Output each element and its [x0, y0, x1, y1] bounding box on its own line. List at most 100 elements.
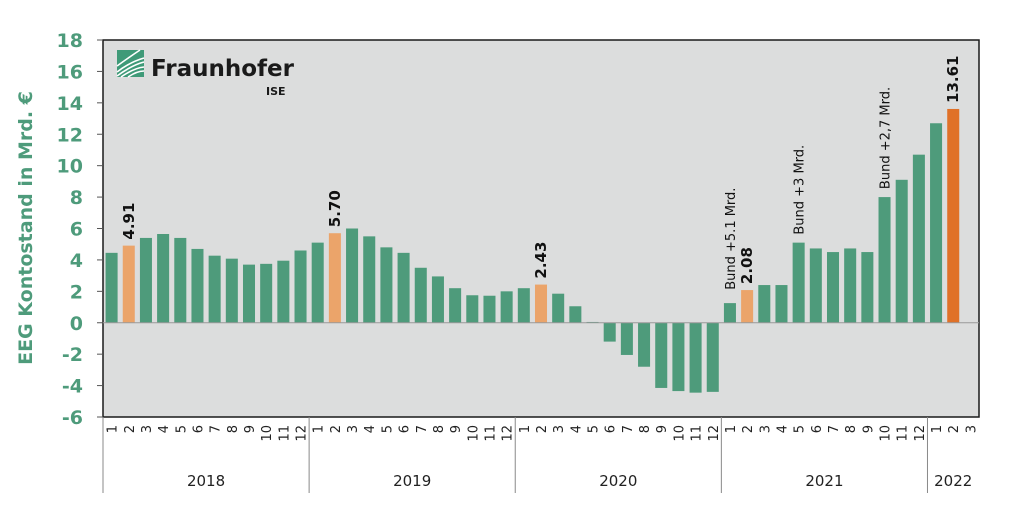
y-tick-label: -2: [62, 344, 83, 366]
bar-2019-6: [397, 252, 410, 323]
x-tick-label: 5: [174, 425, 189, 433]
bar-2021-11: [895, 179, 908, 323]
x-tick-label: 7: [827, 425, 842, 433]
logo-wordmark: Fraunhofer: [151, 56, 295, 82]
x-tick-label: 9: [449, 425, 464, 433]
x-tick-label: 6: [191, 425, 206, 433]
x-tick-label: 1: [724, 425, 739, 433]
x-tick-label: 7: [415, 425, 430, 433]
bar-2022-1: [930, 123, 943, 323]
x-tick-label: 8: [844, 425, 859, 433]
bar-2018-8: [225, 258, 238, 323]
bar-2020-7: [620, 322, 633, 355]
year-label-2019: 2019: [393, 472, 431, 490]
x-tick-label: 6: [810, 425, 825, 433]
bar-2018-10: [260, 263, 273, 323]
annotation-2021-10: Bund +2,7 Mrd.: [879, 87, 894, 189]
x-tick-label: 4: [775, 425, 790, 433]
bar-2019-2: [328, 233, 341, 323]
x-tick-label: 7: [621, 425, 636, 433]
x-tick-label: 8: [226, 425, 241, 433]
bar-2021-1: [723, 303, 736, 323]
x-tick-label: 10: [466, 425, 481, 442]
bar-2022-2: [947, 108, 960, 323]
x-tick-label: 3: [758, 425, 773, 433]
data-labels: 4.91 5.70 2.43 Bund +5.1 Mrd. 2.08 Bund +3 Mr…: [120, 56, 962, 290]
bar-2020-3: [552, 293, 565, 323]
bar-2018-1: [105, 252, 118, 323]
year-label-2022: 2022: [934, 472, 972, 490]
x-tick-label: 9: [243, 425, 258, 433]
y-tick-label: 8: [70, 187, 83, 209]
x-tick-label: 11: [277, 425, 292, 442]
x-axis: 1 2 3 4 5 6 7 8 9 10 11 12 1 2 3 4 5 6 7 8 9 10 11 12 1 2 3 4 5 6 7 8 9 1…: [102, 417, 979, 493]
annotation-2021-1: Bund +5.1 Mrd.: [724, 188, 739, 290]
bar-2021-7: [826, 252, 840, 323]
x-tick-label: 8: [432, 425, 447, 433]
bar-2019-1: [311, 242, 324, 323]
y-tick-label: 16: [57, 61, 83, 83]
x-tick-label: 10: [260, 425, 275, 442]
bar-2020-8: [638, 322, 651, 367]
bar-2021-12: [912, 154, 925, 323]
bar-2021-9: [861, 252, 874, 323]
x-tick-label: 1: [312, 425, 327, 433]
y-axis-label: EEG Kontostand in Mrd. €: [15, 91, 37, 365]
logo-subtitle: ISE: [266, 85, 286, 98]
bar-2018-2: [122, 245, 135, 323]
bar-2019-12: [500, 291, 513, 323]
x-tick-label: 6: [604, 425, 619, 433]
x-tick-label: 11: [690, 425, 705, 442]
bar-2019-3: [346, 228, 359, 323]
y-tick-label: 10: [57, 156, 83, 178]
x-tick-label: 3: [346, 425, 361, 433]
bar-2020-2: [534, 284, 548, 323]
x-tick-label: 2: [947, 425, 962, 433]
y-axis: 18 16 14 12 10 8 6 4 2 0 -2 -4 -6: [57, 30, 103, 429]
x-tick-label: 11: [483, 425, 498, 442]
fraunhofer-logo-icon: [116, 49, 145, 78]
y-tick-label: 14: [57, 93, 83, 115]
y-tick-label: -4: [62, 376, 83, 398]
bar-2018-11: [277, 260, 290, 323]
bar-2019-8: [431, 276, 444, 323]
bar-2020-12: [706, 322, 719, 392]
x-tick-label: 10: [672, 425, 687, 442]
x-tick-label: 5: [793, 425, 808, 433]
bar-2018-3: [139, 237, 152, 323]
x-tick-label: 1: [106, 425, 121, 433]
year-label-2018: 2018: [187, 472, 225, 490]
y-tick-label: 12: [57, 124, 83, 146]
x-tick-label: 2: [329, 425, 344, 433]
bar-2018-7: [208, 255, 221, 323]
y-tick-label: 6: [70, 219, 83, 241]
x-tick-label: 4: [569, 425, 584, 433]
bar-2020-10: [672, 322, 685, 392]
x-tick-label: 2: [535, 425, 550, 433]
x-tick-label: 5: [587, 425, 602, 433]
bar-2021-8: [844, 248, 857, 323]
bar-2021-4: [775, 285, 788, 323]
x-tick-label: 3: [964, 425, 979, 433]
x-tick-label: 10: [879, 425, 894, 442]
bar-2019-11: [483, 295, 496, 323]
bar-2021-2: [741, 290, 754, 323]
bar-2019-7: [414, 267, 427, 323]
x-tick-label: 12: [501, 425, 516, 442]
bar-2019-9: [449, 288, 462, 323]
data-label-2020-2: 2.43: [532, 242, 550, 279]
data-label-2018-2: 4.91: [120, 203, 138, 240]
x-tick-label: 1: [930, 425, 945, 433]
data-label-2022-2: 13.61: [944, 56, 962, 103]
x-tick-label: 5: [380, 425, 395, 433]
data-label-2019-2: 5.70: [326, 190, 344, 227]
x-tick-label: 3: [552, 425, 567, 433]
x-tick-label: 2: [123, 425, 138, 433]
x-tick-label: 11: [896, 425, 911, 442]
y-tick-label: 2: [70, 281, 83, 303]
bar-2019-5: [380, 247, 393, 323]
x-tick-label: 6: [398, 425, 413, 433]
x-tick-label: 4: [363, 425, 378, 433]
bar-2020-9: [655, 322, 668, 388]
